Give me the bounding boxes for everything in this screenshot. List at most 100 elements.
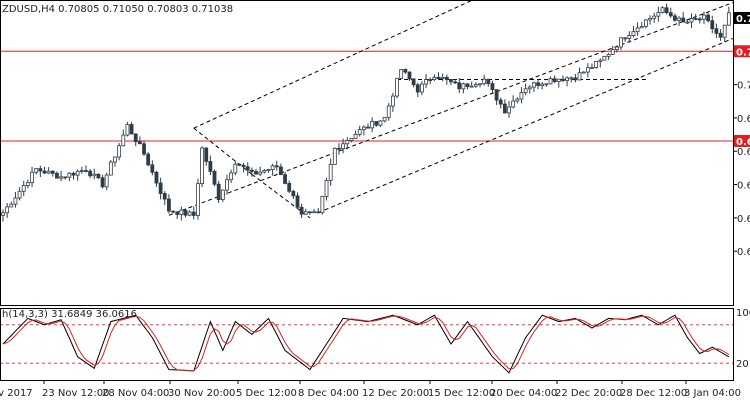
candle-body	[241, 164, 246, 168]
candle-body	[104, 174, 109, 188]
candle-body	[424, 79, 428, 85]
x-tick-label: 5 Dec 12:00	[236, 388, 297, 399]
candle-body	[229, 172, 234, 181]
candle-body	[594, 61, 599, 69]
candle-body	[42, 170, 47, 174]
candle-body	[623, 37, 628, 40]
candle-body	[233, 163, 238, 174]
candle-body	[179, 209, 184, 215]
price-badge-label: 0.7	[736, 47, 750, 58]
candle-body	[399, 69, 404, 79]
candle-body	[5, 206, 10, 214]
candle-body	[357, 129, 362, 135]
candle-body	[328, 164, 333, 181]
candle-body	[341, 143, 346, 149]
candle-body	[411, 78, 416, 86]
candle-body	[258, 171, 263, 175]
candle-body	[283, 174, 287, 184]
candle-body	[390, 95, 395, 107]
candle-body	[635, 27, 640, 33]
candle-body	[482, 78, 487, 85]
candle-body	[536, 82, 540, 86]
channel-middle-line	[168, 2, 734, 216]
candle-body	[220, 189, 225, 200]
candle-body	[702, 14, 706, 20]
candle-body	[407, 71, 412, 80]
candle-body	[486, 78, 491, 84]
candle-body	[523, 88, 528, 94]
price-tick-label: 0.6	[737, 181, 750, 192]
candle-body	[722, 24, 727, 38]
x-tick-label: 22 Dec 20:00	[555, 388, 622, 399]
candle-body	[585, 67, 590, 73]
candle-body	[50, 170, 55, 174]
indicator-label: h(14,3,3) 31.6849 36.0616	[2, 309, 137, 320]
x-tick-label: ov 2017	[0, 388, 33, 399]
candle-body	[254, 171, 258, 175]
candle-body	[656, 12, 661, 17]
candle-body	[648, 17, 652, 21]
candle-body	[449, 79, 453, 83]
candle-body	[308, 211, 312, 214]
candle-body	[320, 196, 325, 214]
candle-body	[154, 171, 159, 184]
candle-body	[129, 124, 134, 135]
candle-body	[237, 163, 242, 166]
candle-body	[519, 92, 524, 100]
price-badge-label: 0.6	[736, 137, 750, 148]
candle-body	[598, 59, 603, 62]
price-badge	[734, 134, 750, 147]
candle-body	[627, 35, 632, 39]
price-badge	[734, 11, 750, 24]
candle-body	[673, 15, 677, 21]
candle-body	[693, 18, 698, 20]
x-tick-label: 28 Dec 12:00	[620, 388, 687, 399]
candle-body	[378, 120, 383, 126]
candle-body	[71, 172, 76, 176]
candle-body	[67, 172, 72, 178]
candle-body	[552, 78, 557, 82]
candle-body	[532, 82, 536, 88]
stoch-tick-label: 100	[736, 308, 750, 319]
candle-body	[444, 76, 449, 80]
stoch-frame	[0, 308, 734, 381]
candle-body	[619, 37, 623, 48]
candle-body	[133, 133, 138, 143]
candle-body	[710, 20, 715, 30]
candle-body	[216, 183, 221, 200]
candle-body	[1, 212, 5, 216]
candle-body	[432, 76, 437, 81]
candle-body	[386, 105, 391, 118]
candle-body	[287, 183, 292, 192]
candle-body	[245, 166, 250, 171]
candle-body	[171, 210, 175, 213]
pattern-line-b	[251, 173, 311, 219]
price-tick-label: 0.7	[737, 81, 750, 92]
candle-body	[540, 83, 545, 86]
candle-body	[714, 28, 719, 34]
x-tick-label: 28 Nov 04:00	[102, 388, 169, 399]
candle-body	[706, 14, 711, 22]
candle-body	[590, 67, 594, 70]
candle-body	[370, 121, 375, 129]
candle-body	[382, 116, 387, 122]
candle-body	[337, 147, 341, 150]
candle-body	[478, 83, 482, 86]
candle-body	[415, 84, 420, 93]
candle-body	[167, 198, 171, 212]
candle-body	[34, 168, 39, 173]
candle-body	[9, 203, 14, 208]
price-tick-label: 0.6	[737, 214, 750, 225]
x-tick-label: 23 Nov 12:00	[42, 388, 109, 399]
stoch-d-line	[2, 315, 730, 372]
candle-body	[465, 83, 470, 88]
candle-body	[262, 170, 267, 173]
candle-body	[30, 171, 34, 184]
candle-body	[84, 170, 88, 172]
candle-body	[403, 69, 408, 73]
candle-body	[581, 71, 586, 74]
candle-body	[88, 170, 93, 177]
channel-lower-line	[318, 37, 734, 214]
candle-body	[158, 182, 163, 194]
candle-body	[681, 17, 686, 23]
